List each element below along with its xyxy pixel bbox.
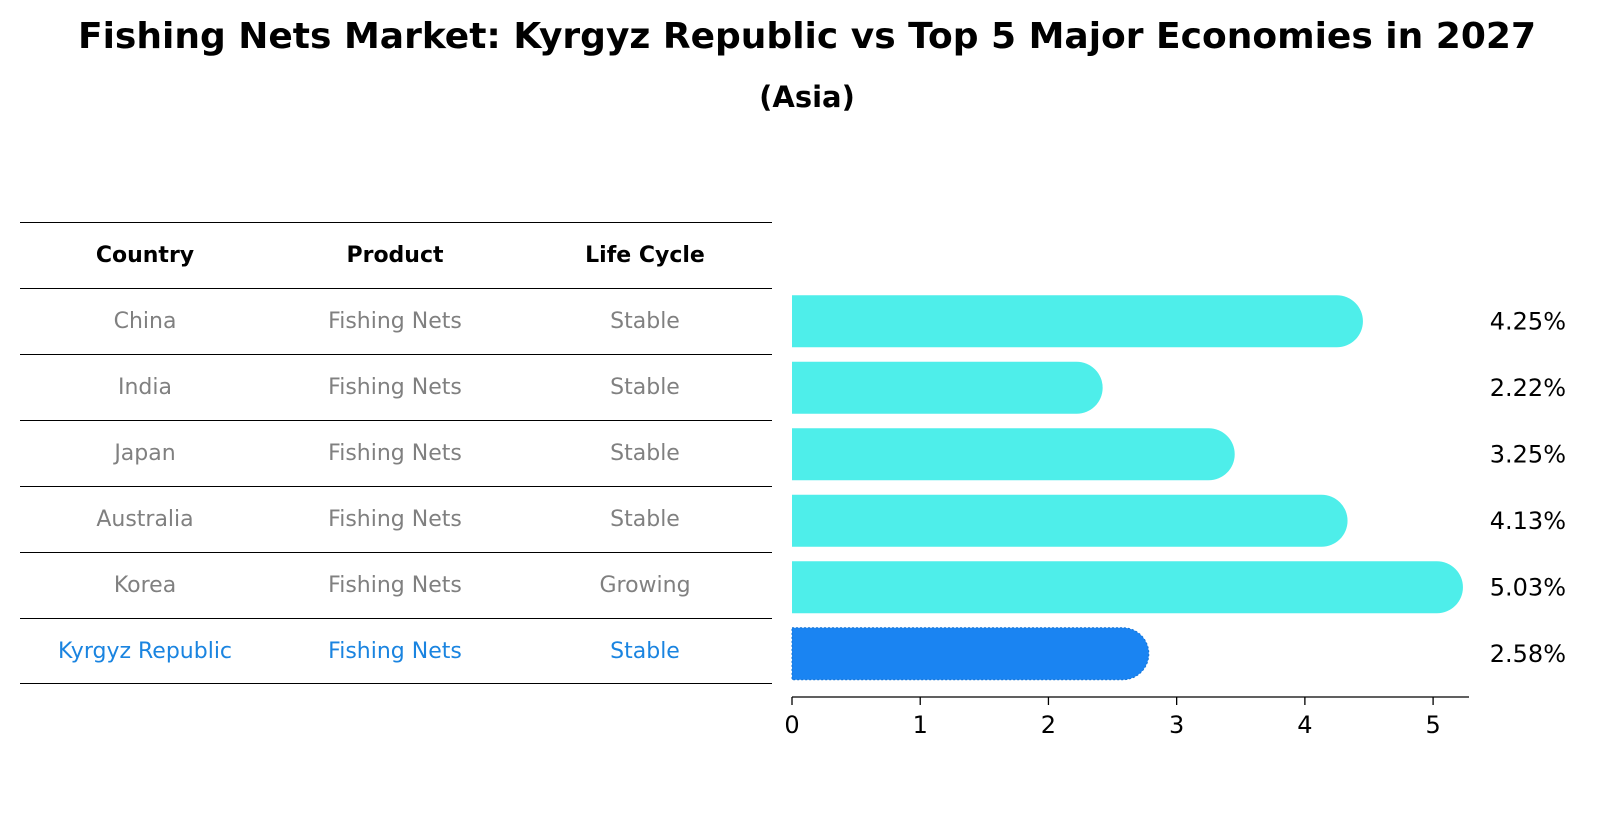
table-row: Australia Fishing Nets Stable [20, 486, 772, 552]
header-country: Country [95, 243, 195, 268]
table-header-row: Country Product Life Cycle [20, 222, 772, 288]
data-table: Country Product Life Cycle China Fishing… [20, 222, 772, 684]
cell-product: Fishing Nets [328, 507, 462, 532]
cell-product: Fishing Nets [328, 441, 462, 466]
cell-country: Kyrgyz Republic [57, 638, 233, 664]
header-life-cycle: Life Cycle [585, 243, 705, 268]
cell-country: China [113, 309, 177, 334]
x-tick-label: 1 [913, 711, 928, 739]
cell-product: Fishing Nets [328, 573, 462, 598]
header-product: Product [346, 243, 444, 268]
x-tick-label: 4 [1297, 711, 1312, 739]
value-label: 2.22% [1490, 374, 1566, 402]
bar [792, 561, 1463, 614]
cell-life-cycle: Growing [599, 573, 691, 598]
cell-life-cycle: Stable [610, 309, 680, 334]
table-row: Japan Fishing Nets Stable [20, 420, 772, 486]
x-tick-label: 5 [1425, 711, 1440, 739]
cell-life-cycle: Stable [610, 507, 680, 532]
value-label: 4.25% [1490, 307, 1566, 335]
value-label: 4.13% [1490, 507, 1566, 535]
value-label: 2.58% [1490, 640, 1566, 668]
x-tick-label: 0 [784, 711, 799, 739]
cell-life-cycle: Stable [610, 638, 680, 664]
cell-product: Fishing Nets [328, 638, 462, 664]
bar [791, 627, 1150, 681]
table-row: Korea Fishing Nets Growing [20, 552, 772, 618]
chart-title: Fishing Nets Market: Kyrgyz Republic vs … [77, 16, 1537, 57]
bar [792, 428, 1235, 481]
x-tick-label: 2 [1041, 711, 1056, 739]
value-label: 5.03% [1490, 573, 1566, 601]
x-tick-label: 3 [1169, 711, 1184, 739]
cell-product: Fishing Nets [328, 309, 462, 334]
table-row: India Fishing Nets Stable [20, 354, 772, 420]
bar [792, 295, 1363, 348]
table-row-highlighted: Kyrgyz Republic Fishing Nets Stable [20, 618, 772, 684]
chart-subtitle: (Asia) [759, 80, 855, 114]
cell-country: Japan [114, 441, 176, 466]
cell-product: Fishing Nets [328, 375, 462, 400]
cell-country: India [118, 375, 172, 400]
cell-country: Australia [96, 507, 194, 532]
cell-life-cycle: Stable [610, 375, 680, 400]
cell-life-cycle: Stable [610, 441, 680, 466]
bar [792, 494, 1348, 547]
value-label: 3.25% [1490, 440, 1566, 468]
bar [792, 361, 1103, 414]
table-row: China Fishing Nets Stable [20, 288, 772, 354]
cell-country: Korea [113, 573, 177, 598]
